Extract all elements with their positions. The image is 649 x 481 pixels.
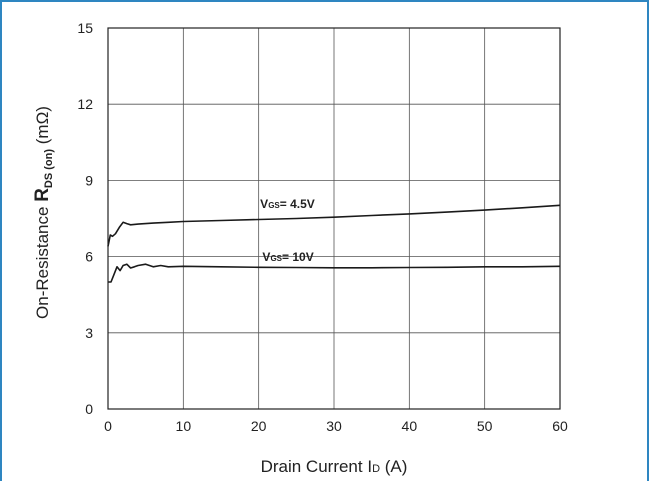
series-label-sub: GS [270,254,282,263]
y-axis-label-bold: R [32,188,53,202]
series-layer [107,204,561,283]
x-tick-label: 0 [104,418,112,434]
x-axis-label-sub: D [372,463,380,475]
x-axis-label-main: Drain Current I [261,457,372,476]
y-axis-label: On-Resistance RDS (on) (mΩ) [32,106,55,319]
series-line-0 [107,204,561,247]
frame-right-border [647,0,649,481]
y-axis-label-sub: DS (on) [43,149,55,188]
x-tick-label: 40 [402,418,418,434]
x-tick-label: 10 [176,418,192,434]
y-tick-label: 0 [85,401,93,417]
x-tick-label: 30 [326,418,342,434]
series-label-0: VGS= 4.5V [260,197,315,211]
series-label-1: VGS= 10V [262,250,313,264]
grid [108,28,560,409]
series-label-rest: = 4.5V [280,197,315,211]
y-axis-ticks: 0 3 6 9 12 15 [77,20,93,417]
x-axis-ticks: 0 10 20 30 40 50 60 [104,418,568,434]
frame-left-border [0,0,2,481]
x-tick-label: 50 [477,418,493,434]
y-tick-label: 12 [77,96,93,112]
x-axis-label-unit: (A) [380,457,407,476]
series-label-v: V [262,250,270,264]
series-label-sub: GS [268,201,280,210]
y-tick-label: 15 [77,20,93,36]
plot-area-border [107,27,561,410]
frame-top-border [0,0,649,2]
y-axis-label-pre: On-Resistance [33,202,52,319]
series-label-rest: = 10V [282,250,314,264]
series-label-v: V [260,197,268,211]
y-tick-label: 6 [85,249,93,265]
x-axis-label: Drain Current ID (A) [261,457,408,476]
x-tick-label: 60 [552,418,568,434]
y-tick-label: 3 [85,325,93,341]
y-tick-label: 9 [85,172,93,188]
x-tick-label: 20 [251,418,267,434]
series-line-1 [108,263,561,283]
y-axis-label-unit: (mΩ) [33,106,52,149]
